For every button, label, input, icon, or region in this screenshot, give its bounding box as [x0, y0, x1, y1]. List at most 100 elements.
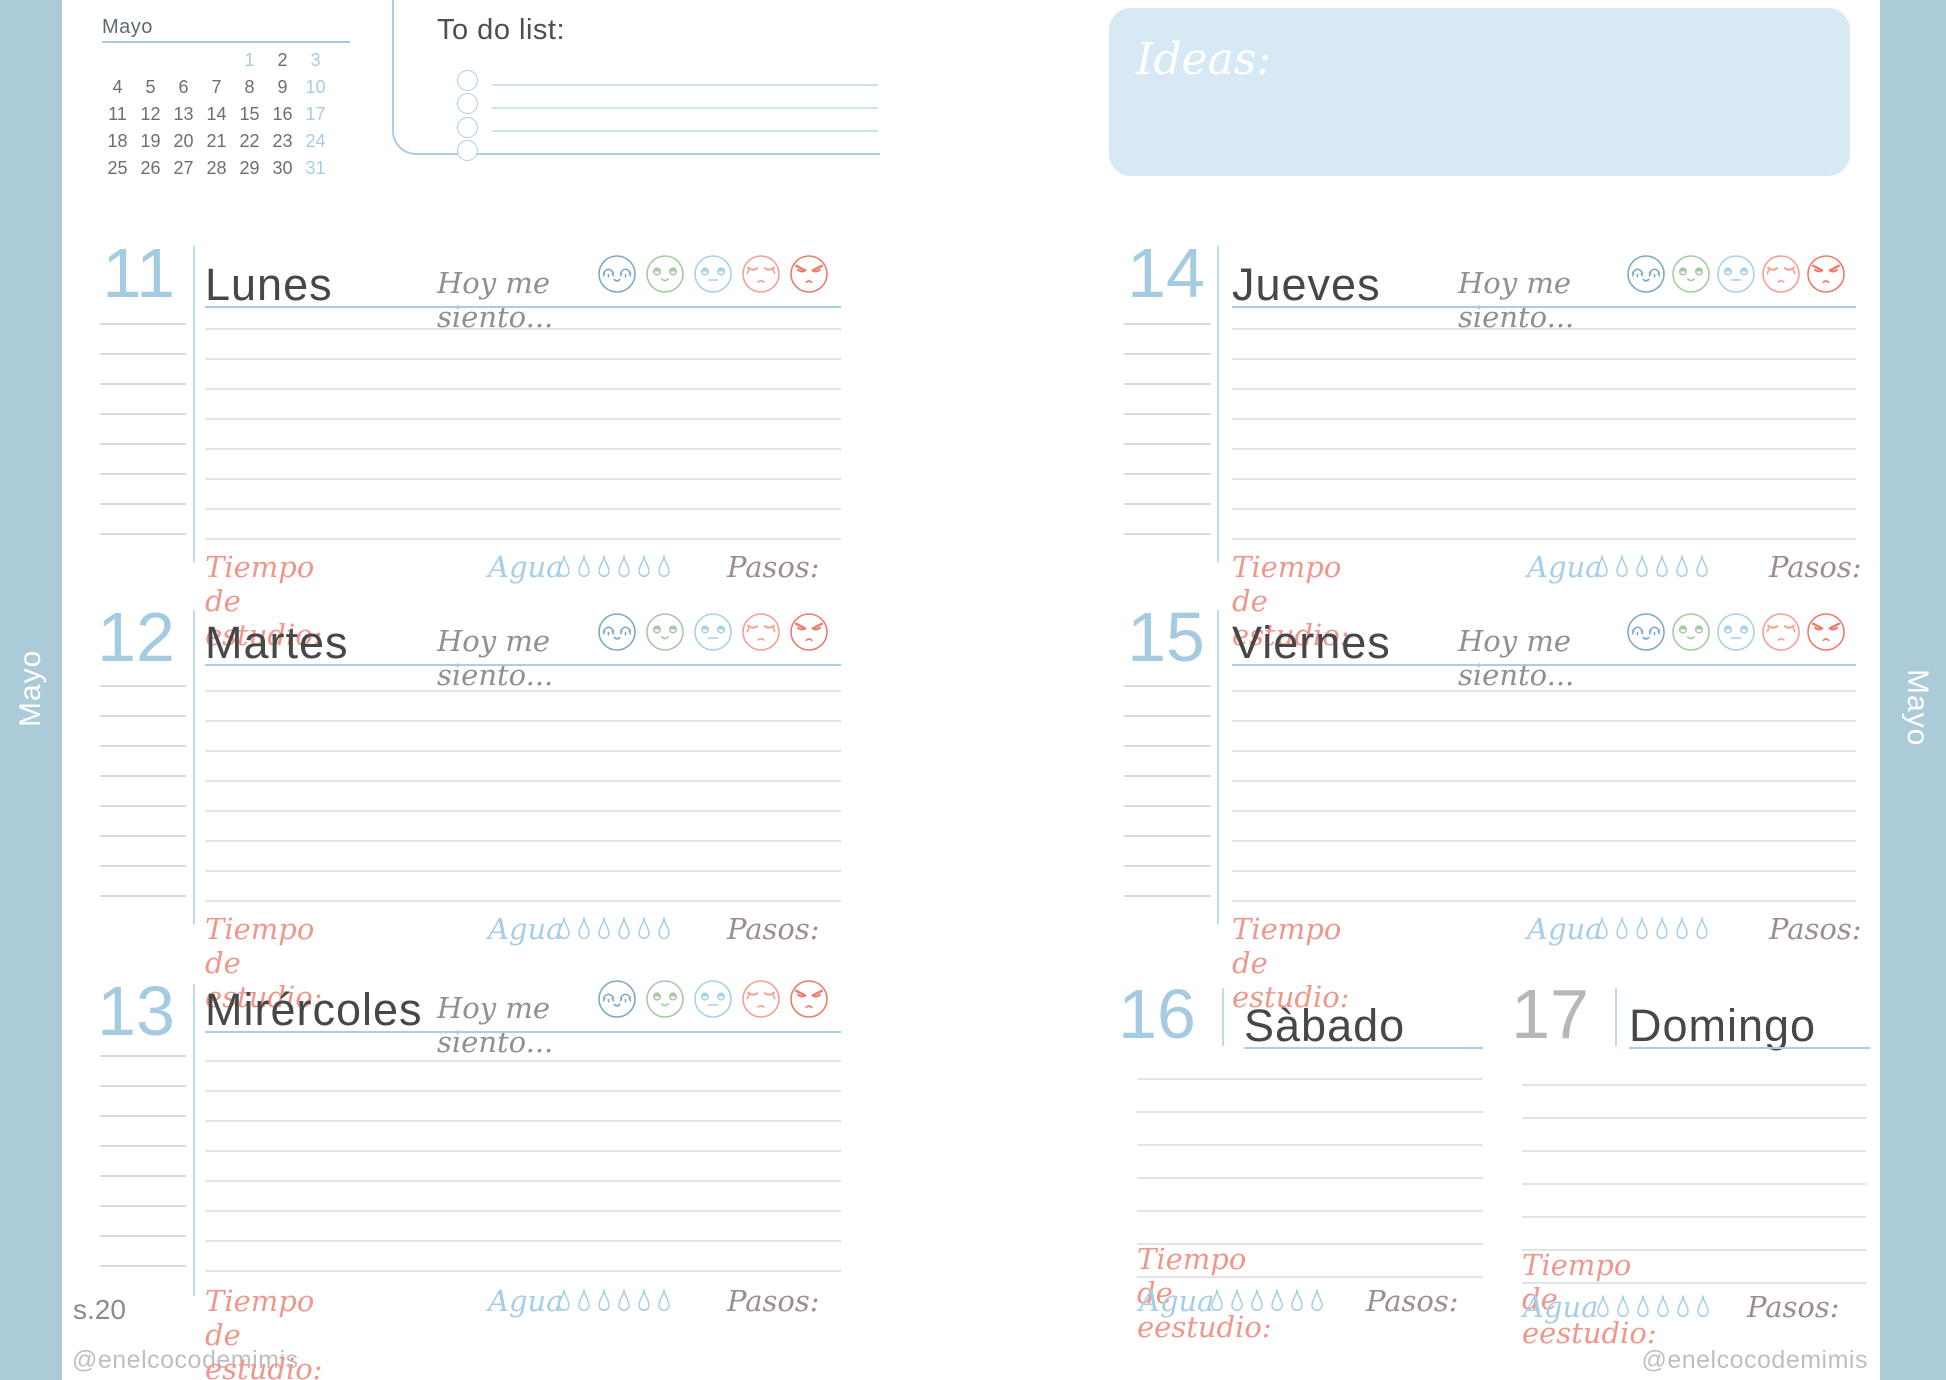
calendar-day-15[interactable]: 15: [239, 104, 260, 124]
calendar-day-2[interactable]: 2: [277, 50, 288, 70]
water-drop-icon[interactable]: [1269, 1288, 1285, 1320]
calendar-day-30[interactable]: 30: [272, 158, 293, 178]
mood-icon-very-happy[interactable]: [597, 254, 637, 299]
mood-icon-angry[interactable]: [789, 979, 829, 1024]
water-drop-icon[interactable]: [636, 1288, 652, 1320]
calendar-day-26[interactable]: 26: [140, 158, 161, 178]
water-drop-icon[interactable]: [1654, 554, 1670, 586]
mood-icon-happy[interactable]: [645, 979, 685, 1024]
mood-icon-very-happy[interactable]: [1626, 612, 1666, 657]
water-drop-icon[interactable]: [1309, 1288, 1325, 1320]
calendar-day-7[interactable]: 7: [211, 77, 222, 97]
calendar-day-10[interactable]: 10: [305, 77, 326, 97]
water-drop-icon[interactable]: [1614, 916, 1630, 948]
water-drop-icon[interactable]: [1615, 1294, 1631, 1326]
water-drop-icon[interactable]: [576, 916, 592, 948]
water-drop-icon[interactable]: [556, 554, 572, 586]
water-drop-icon[interactable]: [656, 554, 672, 586]
mood-icon-happy[interactable]: [1671, 612, 1711, 657]
water-drop-icon[interactable]: [1595, 1294, 1611, 1326]
mood-icon-neutral[interactable]: [693, 612, 733, 657]
calendar-day-31[interactable]: 31: [305, 158, 326, 178]
water-drop-icon[interactable]: [1249, 1288, 1265, 1320]
calendar-day-8[interactable]: 8: [244, 77, 255, 97]
water-drop-icon[interactable]: [1635, 1294, 1651, 1326]
mood-icon-very-happy[interactable]: [597, 612, 637, 657]
calendar-day-27[interactable]: 27: [173, 158, 194, 178]
water-drop-icon[interactable]: [1674, 554, 1690, 586]
water-drop-icon[interactable]: [1675, 1294, 1691, 1326]
calendar-day-29[interactable]: 29: [239, 158, 260, 178]
calendar-day-3[interactable]: 3: [310, 50, 321, 70]
ideas-box[interactable]: [1109, 8, 1850, 176]
mood-icon-annoyed[interactable]: [1761, 254, 1801, 299]
water-drop-icon[interactable]: [1594, 916, 1610, 948]
calendar-day-19[interactable]: 19: [140, 131, 161, 151]
calendar-day-4[interactable]: 4: [112, 77, 123, 97]
calendar-day-17[interactable]: 17: [305, 104, 326, 124]
calendar-day-9[interactable]: 9: [277, 77, 288, 97]
calendar-day-11[interactable]: 11: [108, 104, 127, 124]
mood-icon-neutral[interactable]: [1716, 612, 1756, 657]
calendar-day-28[interactable]: 28: [206, 158, 227, 178]
mood-icon-happy[interactable]: [645, 254, 685, 299]
calendar-day-21[interactable]: 21: [206, 131, 227, 151]
water-drop-icon[interactable]: [1209, 1288, 1225, 1320]
water-drop-icon[interactable]: [1674, 916, 1690, 948]
water-drop-icon[interactable]: [596, 916, 612, 948]
water-drop-icon[interactable]: [1694, 916, 1710, 948]
water-drop-icon[interactable]: [636, 916, 652, 948]
calendar-day-22[interactable]: 22: [239, 131, 260, 151]
water-drop-icon[interactable]: [576, 1288, 592, 1320]
water-drop-icon[interactable]: [1695, 1294, 1711, 1326]
mood-icon-angry[interactable]: [1806, 254, 1846, 299]
mood-icon-angry[interactable]: [789, 254, 829, 299]
mood-icon-neutral[interactable]: [1716, 254, 1756, 299]
todo-checkbox[interactable]: [457, 93, 478, 114]
mood-icon-angry[interactable]: [1806, 612, 1846, 657]
water-drop-icon[interactable]: [1655, 1294, 1671, 1326]
calendar-day-6[interactable]: 6: [178, 77, 189, 97]
water-drop-icon[interactable]: [656, 1288, 672, 1320]
calendar-day-20[interactable]: 20: [173, 131, 194, 151]
mood-icon-annoyed[interactable]: [1761, 612, 1801, 657]
todo-checkbox[interactable]: [457, 140, 478, 161]
water-drop-icon[interactable]: [616, 554, 632, 586]
calendar-day-16[interactable]: 16: [272, 104, 293, 124]
calendar-day-5[interactable]: 5: [145, 77, 156, 97]
calendar-day-24[interactable]: 24: [305, 131, 326, 151]
mood-icon-annoyed[interactable]: [741, 254, 781, 299]
todo-checkbox[interactable]: [457, 117, 478, 138]
calendar-day-13[interactable]: 13: [173, 104, 194, 124]
mood-icon-angry[interactable]: [789, 612, 829, 657]
calendar-day-23[interactable]: 23: [272, 131, 293, 151]
water-drop-icon[interactable]: [1694, 554, 1710, 586]
water-drop-icon[interactable]: [1229, 1288, 1245, 1320]
water-drop-icon[interactable]: [556, 916, 572, 948]
water-drop-icon[interactable]: [556, 1288, 572, 1320]
water-drop-icon[interactable]: [1654, 916, 1670, 948]
mood-icon-very-happy[interactable]: [1626, 254, 1666, 299]
mood-icon-happy[interactable]: [1671, 254, 1711, 299]
water-drop-icon[interactable]: [1614, 554, 1630, 586]
mood-icon-happy[interactable]: [645, 612, 685, 657]
mood-icon-neutral[interactable]: [693, 979, 733, 1024]
water-drop-icon[interactable]: [656, 916, 672, 948]
calendar-day-18[interactable]: 18: [107, 131, 128, 151]
mood-icon-very-happy[interactable]: [597, 979, 637, 1024]
month-tab-right[interactable]: Mayo: [1901, 669, 1934, 747]
calendar-day-12[interactable]: 12: [140, 104, 161, 124]
water-drop-icon[interactable]: [1289, 1288, 1305, 1320]
water-drop-icon[interactable]: [596, 554, 612, 586]
water-drop-icon[interactable]: [576, 554, 592, 586]
water-drop-icon[interactable]: [616, 1288, 632, 1320]
water-drop-icon[interactable]: [616, 916, 632, 948]
calendar-day-14[interactable]: 14: [206, 104, 227, 124]
mood-icon-neutral[interactable]: [693, 254, 733, 299]
water-drop-icon[interactable]: [1634, 916, 1650, 948]
calendar-day-1[interactable]: 1: [244, 50, 255, 70]
todo-checkbox[interactable]: [457, 70, 478, 91]
mood-icon-annoyed[interactable]: [741, 979, 781, 1024]
mood-icon-annoyed[interactable]: [741, 612, 781, 657]
water-drop-icon[interactable]: [1594, 554, 1610, 586]
